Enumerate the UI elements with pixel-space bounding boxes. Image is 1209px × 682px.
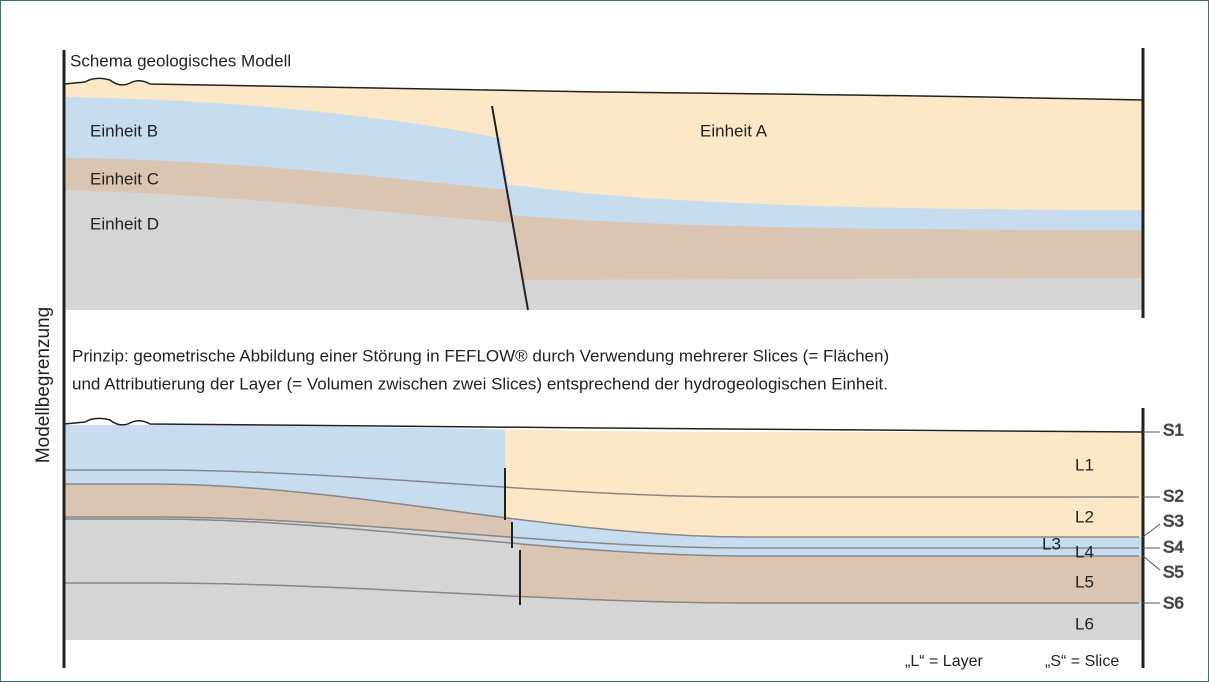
- layer-label: L4: [1075, 542, 1094, 561]
- layer-area: [64, 425, 505, 488]
- unit-label: Einheit D: [90, 214, 159, 233]
- layer-label: L5: [1075, 572, 1094, 591]
- slice-line: [64, 483, 1139, 538]
- layer-area: [64, 470, 505, 518]
- geological-section: [62, 60, 1145, 311]
- layer-area: [64, 484, 512, 538]
- layer-area: [64, 517, 520, 544]
- layer-label: L1: [1075, 455, 1094, 474]
- slice-label: S5: [1163, 562, 1184, 581]
- unit-label: Einheit A: [700, 121, 768, 140]
- slice-label: S1: [1163, 420, 1184, 439]
- unit-label: Einheit C: [90, 169, 159, 188]
- sky: [64, 400, 1143, 432]
- slice-line: [64, 582, 1139, 604]
- layer-label: L2: [1075, 507, 1094, 526]
- layer-label: L3: [1042, 534, 1061, 553]
- layer-area: [520, 543, 1143, 603]
- title: Schema geologisches Modell: [70, 51, 291, 70]
- description: und Attributierung der Layer (= Volumen …: [72, 374, 888, 393]
- side-label: Modellbegrenzung: [33, 307, 54, 463]
- layer-area: [520, 596, 1143, 640]
- surface: [63, 417, 1144, 433]
- layer-area: [64, 583, 520, 640]
- legend-entry: „S“ = Slice: [1045, 653, 1119, 670]
- slice-section: [63, 400, 1144, 640]
- layer-area: [505, 429, 1143, 497]
- layer-area: [64, 519, 520, 597]
- layer-area: [505, 487, 1143, 537]
- slice-label: S4: [1163, 537, 1184, 556]
- layer-area: [520, 537, 1143, 556]
- layer-area: [512, 518, 1143, 548]
- layer-label: L6: [1075, 614, 1094, 633]
- legend-entry: „L“ = Layer: [905, 653, 983, 670]
- layer-labels: L1 L2 L3 L4 L5 L6: [1042, 455, 1094, 633]
- slice-label: S2: [1163, 486, 1184, 505]
- slice-label: S3: [1163, 511, 1184, 530]
- slice-line: [64, 518, 1139, 557]
- slice-line: [64, 469, 1139, 498]
- unit-label: Einheit B: [90, 121, 158, 140]
- description: Prinzip: geometrische Abbildung einer St…: [72, 346, 889, 365]
- slice-labels: S1 S2 S3 S4 S5 S6: [1142, 420, 1184, 613]
- slice-line: [64, 516, 1139, 549]
- slice-label: S6: [1163, 593, 1184, 612]
